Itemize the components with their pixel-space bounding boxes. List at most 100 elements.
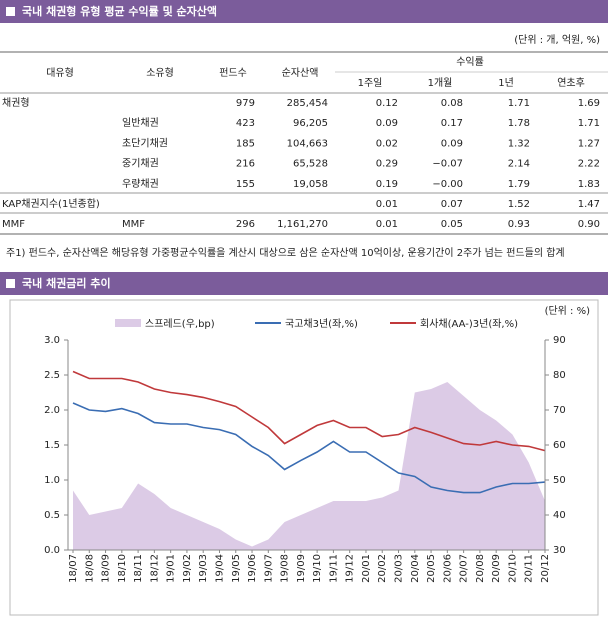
- cell: 0.17: [441, 118, 463, 129]
- cell: 일반채권: [122, 117, 159, 129]
- y-tick-label: 1.5: [44, 440, 60, 451]
- x-tick-label: 18/11: [133, 554, 144, 583]
- column-header: 펀드수: [219, 67, 247, 79]
- column-header: 1개월: [428, 77, 453, 89]
- cell: 0.05: [441, 219, 463, 230]
- cell: 1,161,270: [277, 219, 328, 230]
- cell: 0.19: [376, 179, 398, 190]
- legend-label: 국고채3년(좌,%): [285, 318, 358, 330]
- section-title: 국내 채권형 유형 평균 수익률 및 순자산액: [22, 4, 217, 18]
- chart: 스프레드(우,bp) 국고채3년(좌,%) 회사채(AA-)3년(좌,%) 0.0 0.…: [44, 318, 566, 583]
- x-tick-label: 20/05: [426, 554, 437, 583]
- x-tick-label: 19/06: [247, 554, 258, 583]
- column-header: 연초후: [557, 77, 585, 89]
- x-tick-label: 20/03: [394, 554, 405, 583]
- cell: 0.01: [376, 199, 398, 210]
- cell: 1.78: [508, 118, 530, 129]
- x-tick-label: 19/01: [166, 554, 177, 583]
- cell: 1.83: [578, 179, 600, 190]
- x-tick-label: 18/12: [149, 554, 160, 583]
- section-title: 국내 채권금리 추이: [22, 276, 111, 290]
- cell: 65,528: [293, 159, 328, 170]
- y-tick-label: 0.0: [44, 545, 60, 556]
- x-tick-label: 18/10: [117, 554, 128, 583]
- y-tick-label: 0.5: [44, 510, 60, 521]
- cell: 423: [236, 118, 255, 129]
- x-tick-label: 19/11: [328, 554, 339, 583]
- y-tick-label: 2.5: [44, 370, 60, 381]
- y2-tick-label: 50: [553, 475, 566, 486]
- x-tick-label: 19/09: [296, 554, 307, 583]
- legend-label: 스프레드(우,bp): [145, 318, 215, 330]
- column-header: 대유형: [46, 67, 74, 79]
- cell: 285,454: [287, 98, 328, 109]
- cell: 1.69: [578, 98, 600, 109]
- cell: 2.22: [578, 159, 600, 170]
- cell: 0.07: [441, 199, 463, 210]
- cell: 0.09: [441, 138, 463, 149]
- x-tick-label: 20/02: [377, 554, 388, 583]
- x-tick-label: 18/07: [68, 554, 79, 583]
- x-tick-label: 20/07: [459, 554, 470, 583]
- cell: 0.12: [376, 98, 398, 109]
- cell: 1.71: [578, 118, 600, 129]
- cell: 우량채권: [122, 178, 159, 190]
- x-tick-label: 18/08: [84, 554, 95, 583]
- legend-swatch: [115, 319, 141, 327]
- section-bar: [0, 0, 608, 23]
- x-tick-label: 19/10: [312, 554, 323, 583]
- x-tick-label: 20/01: [361, 554, 372, 583]
- cell: 185: [236, 138, 255, 149]
- bullet: [6, 7, 15, 16]
- cell: 0.08: [441, 98, 463, 109]
- column-header: 소유형: [146, 67, 174, 79]
- cell: 초단기채권: [122, 137, 168, 149]
- x-tick-label: 20/04: [410, 554, 421, 583]
- x-tick-label: 20/11: [524, 554, 535, 583]
- x-tick-label: 20/10: [507, 554, 518, 583]
- cell: 979: [236, 98, 255, 109]
- cell: −0.07: [432, 159, 463, 170]
- cell: 1.47: [578, 199, 600, 210]
- cell: 155: [236, 179, 255, 190]
- cell: 19,058: [293, 179, 328, 190]
- y2-tick-label: 90: [553, 335, 566, 346]
- cell: 1.27: [578, 138, 600, 149]
- column-header: 순자산액: [282, 67, 319, 79]
- cell: 0.90: [578, 219, 600, 230]
- unit: (단위 : 개, 억원, %): [514, 33, 600, 46]
- column-header: 1년: [498, 77, 514, 89]
- cell: MMF: [2, 219, 25, 230]
- cell: 0.09: [376, 118, 398, 129]
- y2-tick-label: 70: [553, 405, 566, 416]
- y-tick-label: 3.0: [44, 335, 60, 346]
- column-header: 수익률: [456, 56, 484, 68]
- column-header: 1주일: [358, 77, 383, 89]
- cell: 2.14: [508, 159, 530, 170]
- y2-tick-label: 60: [553, 440, 566, 451]
- y-tick-label: 1.0: [44, 475, 60, 486]
- cell: 중기채권: [122, 158, 159, 170]
- y2-tick-label: 40: [553, 510, 566, 521]
- cell: 1.52: [508, 199, 530, 210]
- cell: 1.71: [508, 98, 530, 109]
- x-tick-label: 19/07: [263, 554, 274, 583]
- x-tick-label: 19/05: [231, 554, 242, 583]
- spread-area: [73, 382, 545, 550]
- cell: 0.02: [376, 138, 398, 149]
- cell: KAP채권지수(1년종합): [2, 198, 100, 210]
- cell: 0.29: [376, 159, 398, 170]
- series-line: [72, 402, 546, 494]
- bullet: [6, 279, 15, 288]
- x-tick-label: 20/09: [491, 554, 502, 583]
- x-tick-label: 19/08: [280, 554, 291, 583]
- x-tick-label: 19/04: [214, 554, 225, 583]
- cell: 1.32: [508, 138, 530, 149]
- x-tick-label: 19/03: [198, 554, 209, 583]
- x-tick-label: 20/06: [442, 554, 453, 583]
- note: 주1) 펀드수, 순자산액은 해당유형 가중평균수익률을 계산시 대상으로 삼은…: [6, 246, 565, 259]
- x-tick-label: 19/12: [345, 554, 356, 583]
- cell: MMF: [122, 219, 145, 230]
